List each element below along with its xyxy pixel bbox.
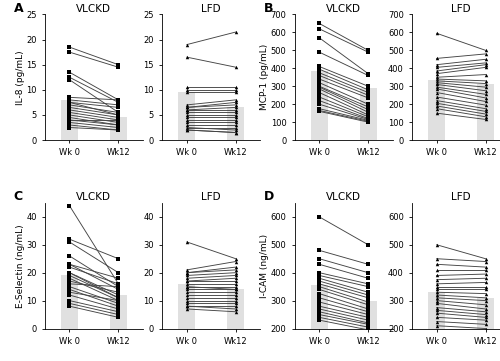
Text: A: A: [14, 2, 24, 15]
Bar: [61, 275, 78, 329]
Bar: [477, 83, 494, 140]
Bar: [310, 285, 328, 361]
Y-axis label: IL-8 (pg/mL): IL-8 (pg/mL): [16, 50, 25, 105]
Bar: [110, 295, 127, 329]
Bar: [428, 80, 445, 140]
Title: VLCKD: VLCKD: [326, 192, 361, 202]
Bar: [227, 108, 244, 140]
Bar: [477, 298, 494, 361]
Title: LFD: LFD: [452, 4, 471, 14]
Bar: [61, 100, 78, 140]
Bar: [178, 92, 196, 140]
Y-axis label: I-CAM (ng/mL): I-CAM (ng/mL): [260, 234, 269, 298]
Bar: [428, 292, 445, 361]
Y-axis label: E-Selectin (ng/mL): E-Selectin (ng/mL): [16, 224, 24, 308]
Text: D: D: [264, 190, 274, 203]
Text: C: C: [14, 190, 23, 203]
Title: LFD: LFD: [202, 192, 221, 202]
Bar: [310, 71, 328, 140]
Title: VLCKD: VLCKD: [76, 192, 112, 202]
Title: VLCKD: VLCKD: [326, 4, 361, 14]
Title: LFD: LFD: [452, 192, 471, 202]
Bar: [110, 117, 127, 140]
Text: B: B: [264, 2, 273, 15]
Y-axis label: MCP-1 (pg/mL): MCP-1 (pg/mL): [260, 44, 269, 110]
Bar: [360, 301, 376, 361]
Bar: [360, 88, 376, 140]
Bar: [178, 284, 196, 329]
Bar: [227, 290, 244, 329]
Title: LFD: LFD: [202, 4, 221, 14]
Title: VLCKD: VLCKD: [76, 4, 112, 14]
